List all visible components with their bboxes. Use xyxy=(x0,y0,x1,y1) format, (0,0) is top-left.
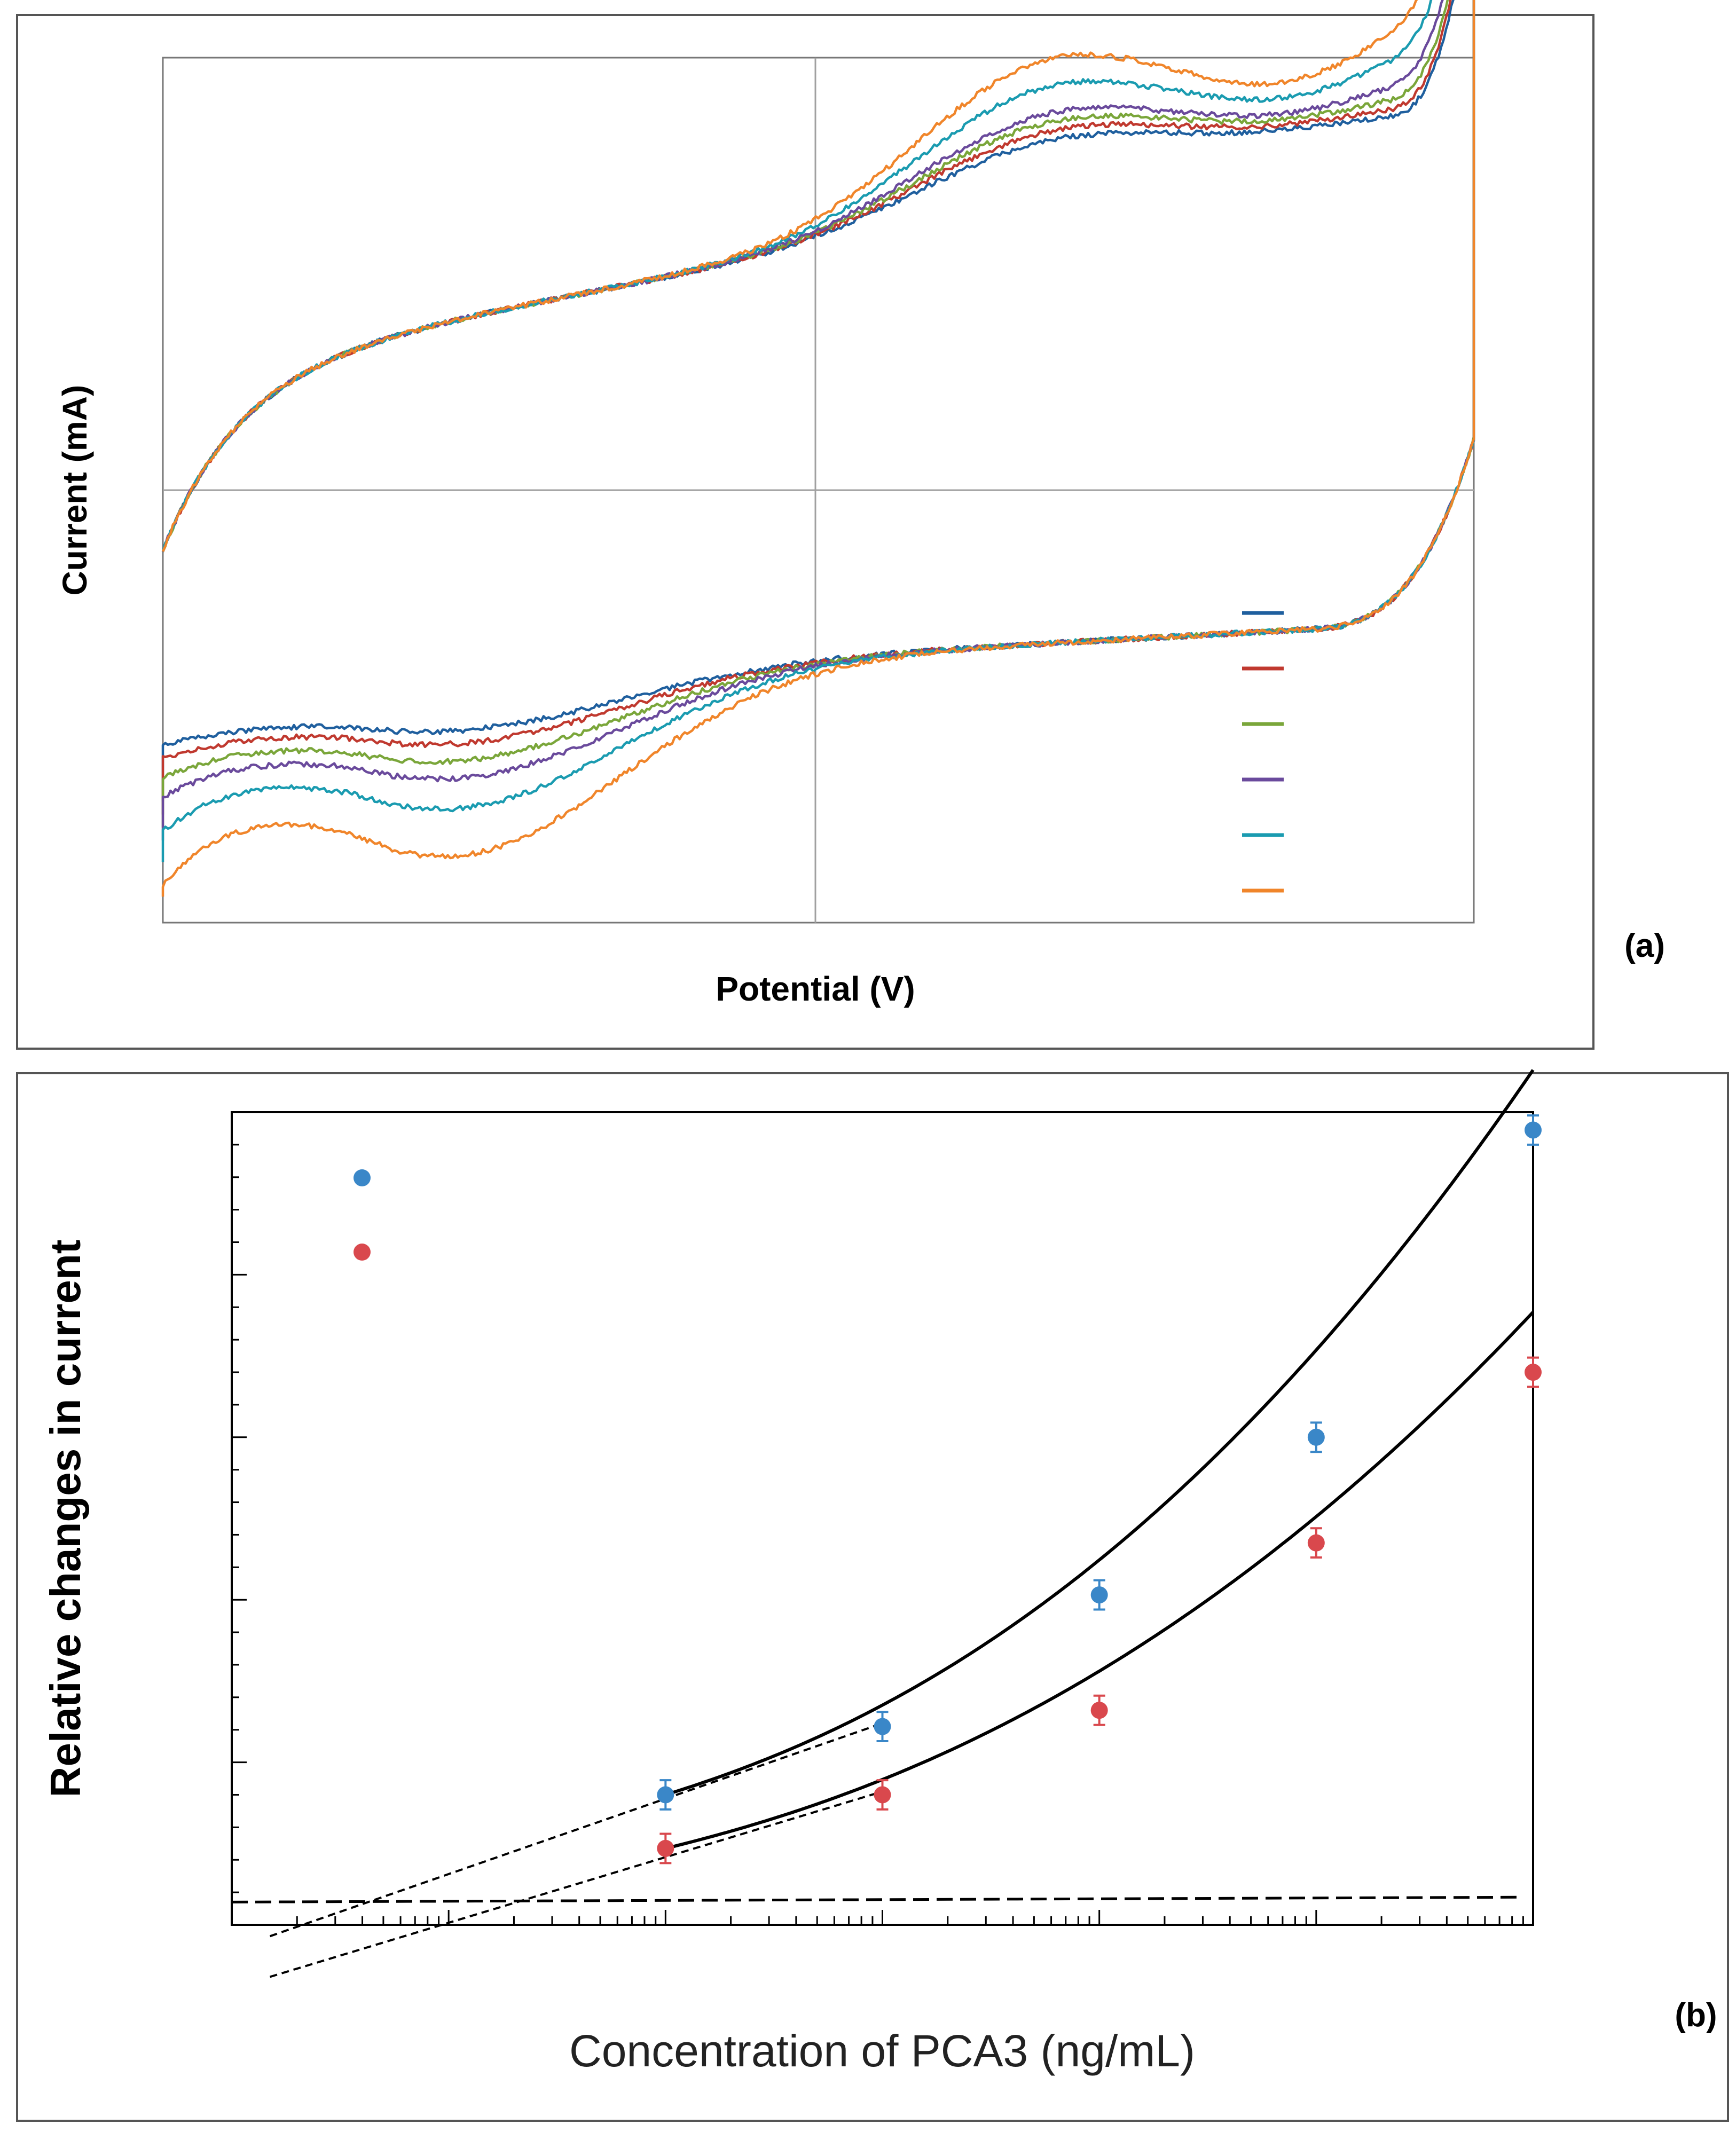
b-point-anodic xyxy=(1525,1364,1542,1381)
b-lod-tangent-cathodic xyxy=(269,1722,883,1938)
cv-curve-1000-ng-ml xyxy=(161,0,1475,897)
panel-a-legend xyxy=(1242,611,1284,893)
panel-b-tag: (b) xyxy=(1675,1997,1717,2034)
panel-a: Potential (V) Current (mA) (a) xyxy=(16,0,1665,1050)
panel-b: Concentration of PCA3 (ng/mL) Relative c… xyxy=(16,1069,1729,2122)
b-point-cathodic xyxy=(1307,1428,1325,1446)
panel-a-y-axis-label: Current (mA) xyxy=(56,385,94,596)
b-legend-marker-anodic xyxy=(354,1244,371,1261)
b-fit-curve-anodic xyxy=(665,1311,1535,1850)
panel-b-y-axis-label: Relative changes in current xyxy=(42,1240,89,1798)
b-point-anodic xyxy=(874,1786,891,1804)
panel-b-data-points xyxy=(657,1114,1542,1864)
panel-a-tag: (a) xyxy=(1624,927,1665,964)
b-point-anodic xyxy=(1307,1534,1325,1552)
b-fit-curve-cathodic xyxy=(665,1069,1535,1797)
panel-b-x-axis-label: Concentration of PCA3 (ng/mL) xyxy=(569,2026,1195,2076)
cv-curves xyxy=(161,0,1475,897)
panel-b-frame xyxy=(16,1072,1729,2122)
b-point-cathodic xyxy=(657,1786,674,1804)
panel-b-fit-lines xyxy=(231,1069,1535,1978)
b-point-anodic xyxy=(1090,1702,1108,1719)
panel-b-axis-ticks xyxy=(231,1111,1524,1926)
b-legend-marker-cathodic xyxy=(354,1169,371,1186)
b-blank-baseline xyxy=(231,1895,1523,1903)
b-point-anodic xyxy=(657,1839,674,1857)
b-lod-tangent-anodic xyxy=(269,1790,883,1978)
b-point-cathodic xyxy=(1090,1586,1108,1604)
panel-a-x-axis-label: Potential (V) xyxy=(716,970,915,1008)
panel-b-legend xyxy=(354,1169,371,1261)
b-point-cathodic xyxy=(874,1718,891,1735)
b-point-cathodic xyxy=(1525,1121,1542,1139)
